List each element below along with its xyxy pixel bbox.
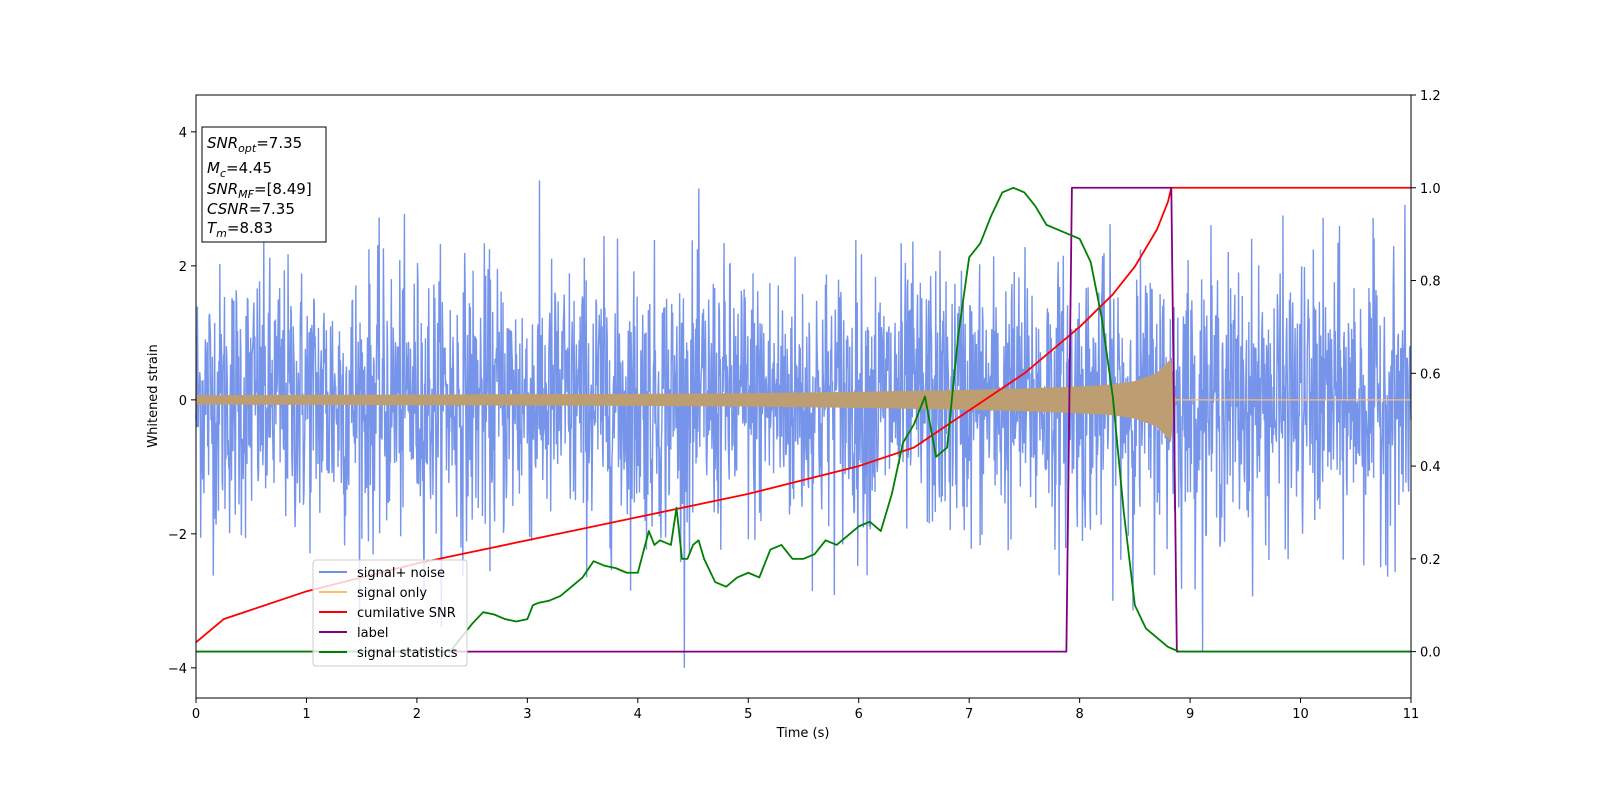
x-tick-label: 5 [744,707,752,722]
y2-tick-label: 0.0 [1420,646,1441,661]
y-tick-label: −2 [168,528,187,543]
legend-label: label [357,626,388,641]
y2-tick-label: 0.8 [1420,275,1441,290]
legend: signal+ noise signal only cumilative SNR la… [312,559,468,667]
x-tick-label: 11 [1403,707,1420,722]
y-axis-left: −4 −2 0 2 4 [168,126,196,677]
info-line: SNRMF=[8.49] [207,180,312,201]
x-tick-label: 10 [1292,707,1309,722]
legend-item: signal statistics [319,646,458,661]
x-axis-label: Time (s) [776,726,830,741]
y2-tick-label: 0.6 [1420,367,1441,382]
info-line: Mc=4.45 [207,159,272,180]
y2-tick-label: 0.2 [1420,553,1441,568]
series-signal-statistics-line [196,186,1411,653]
x-tick-label: 4 [634,707,642,722]
info-line: Tm=8.83 [207,219,273,240]
legend-label: cumilative SNR [357,606,456,621]
info-line: SNRopt=7.35 [207,134,302,155]
x-tick-label: 9 [1186,707,1194,722]
legend-frame [312,559,468,667]
x-tick-label: 6 [855,707,863,722]
info-box-frame [201,126,327,243]
series-signal-only-envelope [196,358,1411,442]
legend-item: signal+ noise [319,566,445,581]
axes-frame [195,94,1412,699]
y-axis-label: Whitened strain [146,344,161,447]
x-axis: 0 1 2 3 4 5 6 7 8 9 10 11 [192,698,1419,722]
legend-item: signal only [319,586,427,601]
legend-label: signal only [357,586,427,601]
x-tick-label: 1 [302,707,310,722]
x-tick-label: 7 [965,707,973,722]
legend-item: label [319,626,388,641]
legend-label: signal+ noise [357,566,445,581]
y2-tick-label: 0.4 [1420,460,1441,475]
x-tick-label: 0 [192,707,200,722]
series-signal-noise-line [195,180,1412,668]
y2-tick-label: 1.0 [1420,182,1441,197]
info-box: SNRopt=7.35 Mc=4.45SNRMF=[8.49]CSNR=7.35T… [201,126,327,243]
x-tick-label: 3 [523,707,531,722]
legend-item: cumilative SNR [319,606,456,621]
y-tick-label: −4 [168,662,187,677]
x-tick-label: 8 [1075,707,1083,722]
info-line: CSNR=7.35 [207,200,295,218]
x-tick-label: 2 [413,707,421,722]
y2-tick-label: 1.2 [1420,89,1441,104]
y-tick-label: 4 [179,126,187,141]
y-tick-label: 2 [179,260,187,275]
y-axis-right: 0.0 0.2 0.4 0.6 0.8 1.0 1.2 [1411,89,1441,661]
y-tick-label: 0 [179,394,187,409]
legend-label: signal statistics [357,646,458,661]
